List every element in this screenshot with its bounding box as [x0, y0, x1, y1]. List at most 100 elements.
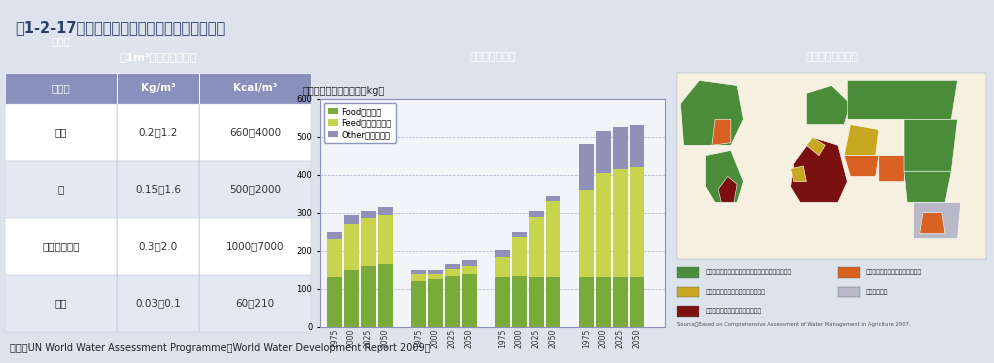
Polygon shape [806, 86, 851, 125]
Bar [630, 167, 644, 277]
Bar [630, 125, 644, 167]
Text: 小麦: 小麦 [55, 127, 67, 137]
Bar [5, 275, 116, 332]
Bar [412, 274, 426, 281]
Bar [378, 215, 393, 264]
Text: 身体的な水問題に近づきつつある。: 身体的な水問題に近づきつつある。 [706, 289, 765, 295]
Bar [361, 219, 376, 266]
Bar [116, 218, 199, 275]
Bar [361, 211, 376, 219]
Polygon shape [904, 119, 957, 171]
Bar [116, 104, 199, 161]
Bar [838, 287, 860, 297]
Polygon shape [904, 171, 951, 203]
Text: 年間一人あたりの重量（kg）: 年間一人あたりの重量（kg） [302, 86, 385, 97]
Bar [5, 161, 116, 218]
Text: 経済的な水問題が発生している。: 経済的な水問題が発生している。 [706, 309, 761, 314]
Bar [116, 73, 199, 104]
Bar [613, 127, 627, 169]
Bar [529, 217, 544, 277]
Polygon shape [847, 80, 957, 119]
Bar [462, 266, 476, 274]
Bar [529, 277, 544, 327]
Bar [199, 218, 311, 275]
Bar [344, 215, 359, 224]
Text: 0.03〜0.1: 0.03〜0.1 [135, 299, 181, 309]
Bar [630, 277, 644, 327]
Bar [412, 281, 426, 327]
Legend: Food（食料）, Feed（飼料作物）, Other（その他）: Food（食料）, Feed（飼料作物）, Other（その他） [324, 103, 396, 143]
Bar [344, 224, 359, 270]
Bar [580, 277, 593, 327]
Polygon shape [844, 125, 879, 156]
Bar [428, 270, 442, 274]
Bar [838, 267, 860, 278]
Text: 生産物: 生産物 [52, 83, 71, 93]
Polygon shape [844, 156, 879, 176]
Bar [495, 277, 510, 327]
Bar [613, 277, 627, 327]
Bar [512, 232, 527, 237]
Polygon shape [879, 156, 908, 182]
Bar [462, 274, 476, 327]
Polygon shape [681, 80, 744, 145]
Bar [580, 190, 593, 277]
Text: 図1-2-17　穀物の需要予測と水資源の枯渇状況: 図1-2-17 穀物の需要予測と水資源の枯渇状況 [15, 20, 225, 35]
Bar [428, 274, 442, 280]
Bar [445, 264, 459, 269]
Bar [495, 250, 510, 257]
Text: 水1m³あたりの生産性: 水1m³あたりの生産性 [119, 52, 197, 62]
Bar [199, 104, 311, 161]
Text: 出典：UN World Water Assessment Programme「World Water Development Report 2009」: 出典：UN World Water Assessment Programme「W… [10, 343, 430, 352]
Bar [378, 264, 393, 327]
Bar [512, 276, 527, 327]
Text: 0.15〜1.6: 0.15〜1.6 [135, 184, 181, 195]
Text: Kg/m³: Kg/m³ [140, 83, 175, 93]
Text: 牛肉: 牛肉 [55, 299, 67, 309]
Polygon shape [706, 150, 744, 203]
Polygon shape [806, 138, 825, 156]
Text: データなし。: データなし。 [866, 289, 889, 295]
Text: 660〜4000: 660〜4000 [229, 127, 281, 137]
Text: トウモロコシ: トウモロコシ [42, 241, 80, 252]
Bar [428, 280, 442, 327]
Bar [116, 275, 199, 332]
Bar [445, 276, 459, 327]
Bar [327, 232, 342, 240]
Bar [462, 260, 476, 266]
Bar [677, 287, 700, 297]
Text: 身体的な水問題が発生している。: 身体的な水問題が発生している。 [866, 270, 922, 275]
Bar [512, 237, 527, 276]
Polygon shape [790, 138, 847, 203]
Bar [116, 161, 199, 218]
Polygon shape [919, 213, 945, 233]
Bar [596, 173, 610, 277]
Bar [546, 196, 561, 201]
Bar [546, 277, 561, 327]
Bar [5, 73, 116, 104]
Bar [199, 161, 311, 218]
Text: 0.3〜2.0: 0.3〜2.0 [138, 241, 178, 252]
Bar [5, 104, 116, 161]
Bar [445, 269, 459, 276]
Text: Kcal/m³: Kcal/m³ [233, 83, 277, 93]
Text: 1000〜7000: 1000〜7000 [226, 241, 284, 252]
Polygon shape [719, 176, 738, 203]
Bar [596, 131, 610, 173]
Bar [412, 270, 426, 274]
Bar [344, 270, 359, 327]
Bar [5, 218, 116, 275]
Bar [546, 201, 561, 277]
Text: 500〜2000: 500〜2000 [230, 184, 281, 195]
Bar [529, 211, 544, 217]
Bar [327, 240, 342, 277]
Text: 生産物: 生産物 [52, 37, 71, 46]
Bar [327, 277, 342, 327]
Polygon shape [712, 119, 731, 145]
Polygon shape [913, 203, 960, 239]
Text: 水資源の枯渇状況: 水資源の枯渇状況 [805, 52, 858, 62]
Bar [613, 169, 627, 277]
Bar [495, 257, 510, 277]
Text: 穀物の需要予測: 穀物の需要予測 [469, 52, 516, 62]
Bar [677, 73, 986, 260]
